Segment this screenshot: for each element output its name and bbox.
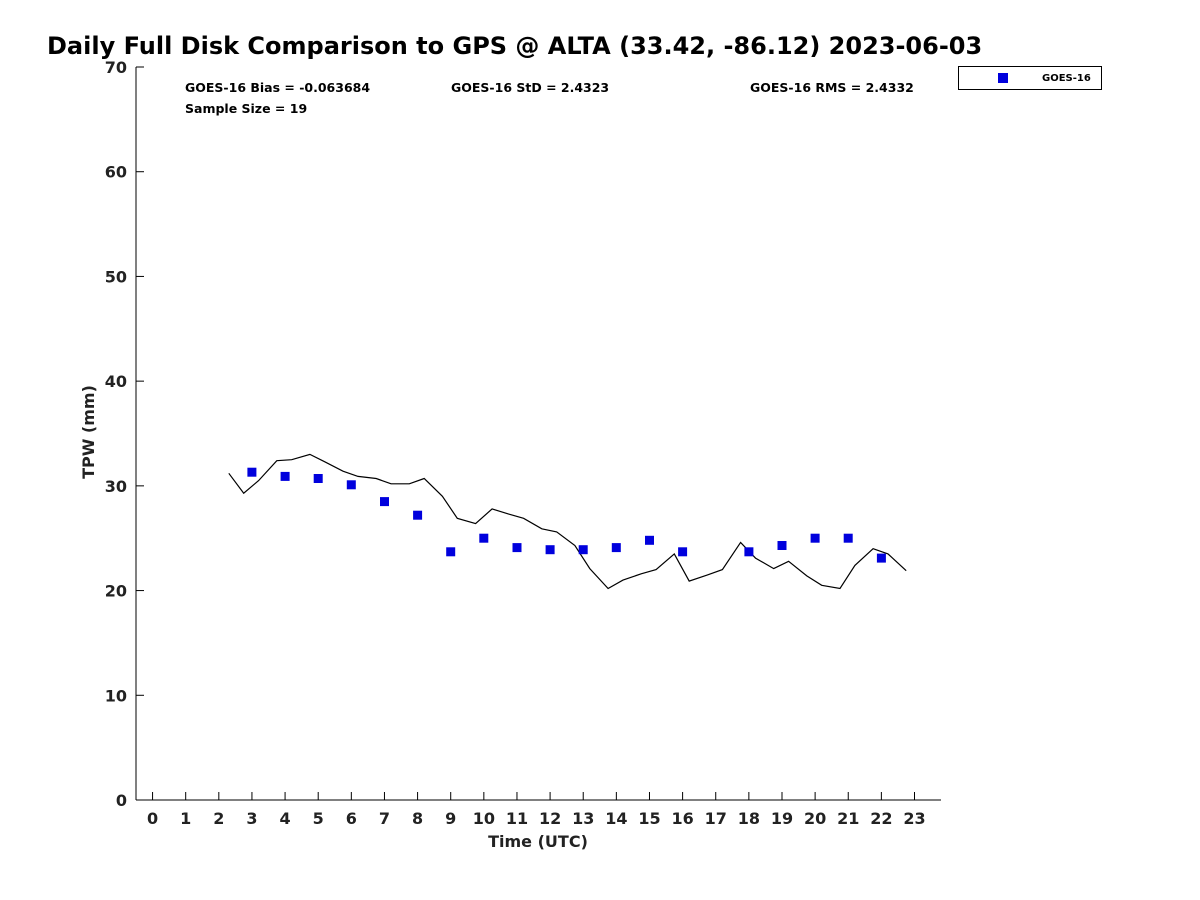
x-tick-label: 7 [379, 809, 390, 828]
stat-bias: GOES-16 Bias = -0.063684 [185, 80, 370, 95]
x-tick-label: 12 [539, 809, 561, 828]
goes16-point [247, 467, 257, 477]
y-tick-label: 50 [105, 267, 127, 286]
x-tick-label: 0 [147, 809, 158, 828]
y-tick-label: 70 [105, 58, 127, 77]
goes16-point [678, 547, 688, 557]
stat-rms: GOES-16 RMS = 2.4332 [750, 80, 914, 95]
x-tick-label: 4 [280, 809, 291, 828]
stat-sample-size: Sample Size = 19 [185, 101, 307, 116]
legend: GOES-16 [958, 66, 1102, 90]
y-tick-label: 40 [105, 372, 127, 391]
y-axis-label: TPW (mm) [79, 385, 98, 479]
goes16-point [380, 497, 389, 507]
x-tick-label: 23 [903, 809, 925, 828]
goes16-series [247, 467, 886, 563]
goes16-point [545, 545, 555, 555]
goes16-point [876, 553, 886, 563]
y-tick-label: 20 [105, 582, 127, 601]
chart-title: Daily Full Disk Comparison to GPS @ ALTA… [47, 32, 982, 60]
goes16-point [512, 543, 522, 553]
goes16-point [777, 541, 787, 550]
legend-marker [998, 73, 1008, 83]
y-tick-label: 0 [116, 791, 127, 810]
y-tick-label: 10 [105, 686, 127, 705]
x-tick-label: 19 [771, 809, 793, 828]
legend-box [958, 66, 1102, 90]
x-tick-label: 1 [180, 809, 191, 828]
x-axis-label: Time (UTC) [488, 832, 588, 851]
goes16-point [413, 510, 423, 520]
x-tick-label: 16 [671, 809, 693, 828]
gps-line [228, 453, 907, 590]
goes16-point [280, 471, 290, 481]
x-tick-label: 5 [313, 809, 324, 828]
x-tick-label: 14 [605, 809, 627, 828]
goes16-point [810, 533, 820, 543]
goes16-point [479, 533, 489, 543]
x-tick-label: 3 [246, 809, 257, 828]
x-tick-label: 18 [738, 809, 760, 828]
x-tick-label: 22 [870, 809, 892, 828]
goes16-point [446, 547, 456, 557]
goes16-point [313, 474, 323, 483]
x-tick-label: 21 [837, 809, 859, 828]
x-tick-label: 9 [445, 809, 456, 828]
goes16-point [611, 543, 621, 553]
stat-std: GOES-16 StD = 2.4323 [451, 80, 609, 95]
y-tick-label: 60 [105, 163, 127, 182]
x-tick-label: 6 [346, 809, 357, 828]
axes [135, 67, 941, 801]
y-tick-label: 30 [105, 477, 127, 496]
x-tick-label: 10 [473, 809, 495, 828]
x-tick-label: 8 [412, 809, 423, 828]
goes16-point [645, 535, 654, 545]
x-tick-label: 2 [213, 809, 224, 828]
goes16-point [346, 480, 356, 490]
x-tick-label: 17 [705, 809, 727, 828]
x-tick-label: 13 [572, 809, 594, 828]
x-tick-label: 11 [506, 809, 528, 828]
goes16-point [744, 547, 754, 557]
x-tick-label: 20 [804, 809, 826, 828]
goes16-point [843, 533, 853, 543]
legend-label: GOES-16 [1042, 73, 1091, 84]
goes16-point [578, 545, 588, 555]
gps-series [228, 453, 907, 590]
x-tick-label: 15 [638, 809, 660, 828]
